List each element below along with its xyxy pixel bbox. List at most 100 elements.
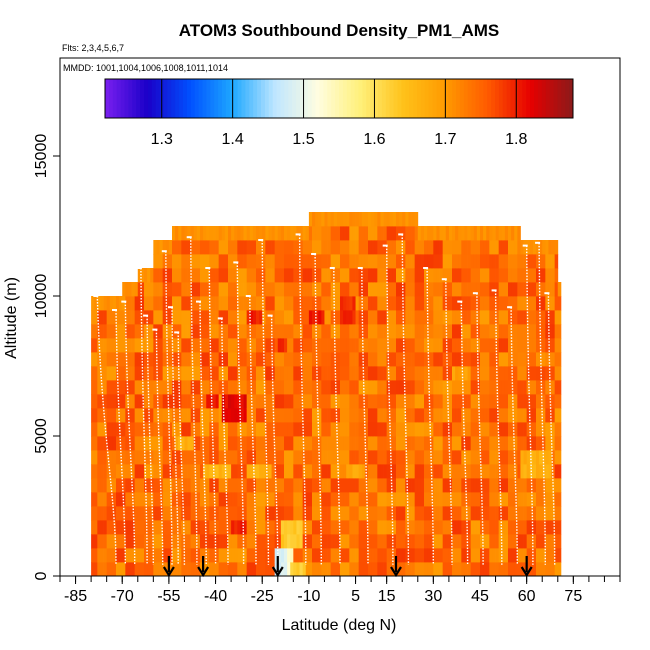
heatmap-cell — [349, 240, 353, 255]
heatmap-cell — [436, 506, 440, 521]
heatmap-cell — [296, 296, 300, 311]
heatmap-cell — [200, 520, 204, 535]
heatmap-cell — [355, 436, 360, 451]
heatmap-cell — [352, 310, 356, 325]
heatmap-cell — [340, 296, 344, 311]
heatmap-cell — [539, 492, 543, 507]
heatmap-cell — [112, 366, 117, 381]
colorbar-segment — [448, 79, 453, 118]
heatmap-cell — [94, 520, 98, 535]
heatmap-cell — [231, 548, 235, 563]
heatmap-cell — [442, 310, 447, 325]
heatmap-cell — [470, 366, 475, 381]
heatmap-cell — [302, 436, 307, 451]
heatmap-cell — [399, 506, 403, 521]
heatmap-cell — [498, 450, 503, 465]
heatmap-cell — [508, 352, 512, 367]
heatmap-cell — [100, 548, 104, 563]
heatmap-cell — [377, 506, 381, 521]
heatmap-cell — [302, 296, 307, 311]
heatmap-cell — [190, 268, 195, 283]
heatmap-cell — [483, 478, 487, 493]
heatmap-cell — [349, 464, 353, 479]
heatmap-cell — [265, 548, 269, 563]
heatmap-cell — [256, 310, 260, 325]
heatmap-cell — [473, 506, 478, 521]
heatmap-cell — [467, 506, 472, 521]
heatmap-cell — [134, 366, 139, 381]
heatmap-cell — [193, 408, 198, 423]
heatmap-cell — [125, 492, 129, 507]
heatmap-cell — [473, 254, 478, 269]
heatmap-cell — [508, 492, 512, 507]
heatmap-cell — [386, 436, 391, 451]
heatmap-cell — [514, 324, 518, 339]
colorbar-segment — [198, 79, 203, 118]
heatmap-cell — [501, 562, 506, 577]
heatmap-cell — [100, 436, 104, 451]
heatmap-cell — [436, 520, 440, 535]
heatmap-cell — [290, 436, 294, 451]
heatmap-cell — [442, 548, 447, 563]
heatmap-cell — [228, 464, 232, 479]
heatmap-cell — [470, 506, 475, 521]
heatmap-cell — [153, 366, 157, 381]
heatmap-cell — [436, 422, 440, 437]
heatmap-cell — [134, 408, 139, 423]
heatmap-cell — [461, 408, 465, 423]
heatmap-cell — [228, 534, 232, 549]
heatmap-cell — [125, 506, 129, 521]
heatmap-cell — [452, 464, 456, 479]
heatmap-cell — [508, 520, 512, 535]
heatmap-cell — [396, 296, 400, 311]
heatmap-cell — [402, 226, 406, 241]
heatmap-cell — [504, 380, 509, 395]
colorbar-segment — [327, 79, 332, 118]
colorbar-segment — [237, 79, 242, 118]
heatmap-cell — [529, 310, 534, 325]
heatmap-cell — [461, 296, 465, 311]
heatmap-cell — [399, 520, 403, 535]
heatmap-cell — [333, 240, 338, 255]
heatmap-cell — [486, 338, 490, 353]
heatmap-cell — [389, 548, 394, 563]
heatmap-cell — [346, 394, 350, 409]
heatmap-cell — [402, 534, 406, 549]
heatmap-cell — [458, 422, 462, 437]
heatmap-cell — [386, 408, 391, 423]
heatmap-cell — [355, 310, 360, 325]
heatmap-cell — [467, 478, 472, 493]
heatmap-cell — [91, 450, 95, 465]
heatmap-cell — [193, 464, 198, 479]
heatmap-cell — [172, 436, 176, 451]
heatmap-cell — [196, 380, 201, 395]
heatmap-cell — [137, 394, 142, 409]
heatmap-cell — [91, 352, 95, 367]
heatmap-cell — [209, 520, 213, 535]
heatmap-cell — [433, 450, 437, 465]
heatmap-cell — [392, 450, 397, 465]
heatmap-cell — [249, 254, 254, 269]
heatmap-cell — [433, 366, 437, 381]
heatmap-cell — [448, 450, 453, 465]
heatmap-cell — [532, 478, 537, 493]
heatmap-cell — [417, 422, 422, 437]
heatmap-cell — [340, 324, 344, 339]
heatmap-cell — [392, 352, 397, 367]
heatmap-cell — [228, 548, 232, 563]
heatmap-cell — [277, 408, 282, 423]
heatmap-cell — [396, 268, 400, 283]
heatmap-cell — [318, 352, 322, 367]
heatmap-cell — [187, 268, 192, 283]
heatmap-cell — [256, 324, 260, 339]
heatmap-cell — [97, 296, 101, 311]
heatmap-cell — [215, 408, 220, 423]
heatmap-cell — [91, 534, 95, 549]
heatmap-cell — [442, 492, 447, 507]
heatmap-cell — [112, 534, 117, 549]
heatmap-cell — [293, 240, 297, 255]
heatmap-cell — [308, 548, 313, 563]
heatmap-cell — [445, 310, 450, 325]
heatmap-cell — [452, 520, 456, 535]
heatmap-cell — [532, 296, 537, 311]
